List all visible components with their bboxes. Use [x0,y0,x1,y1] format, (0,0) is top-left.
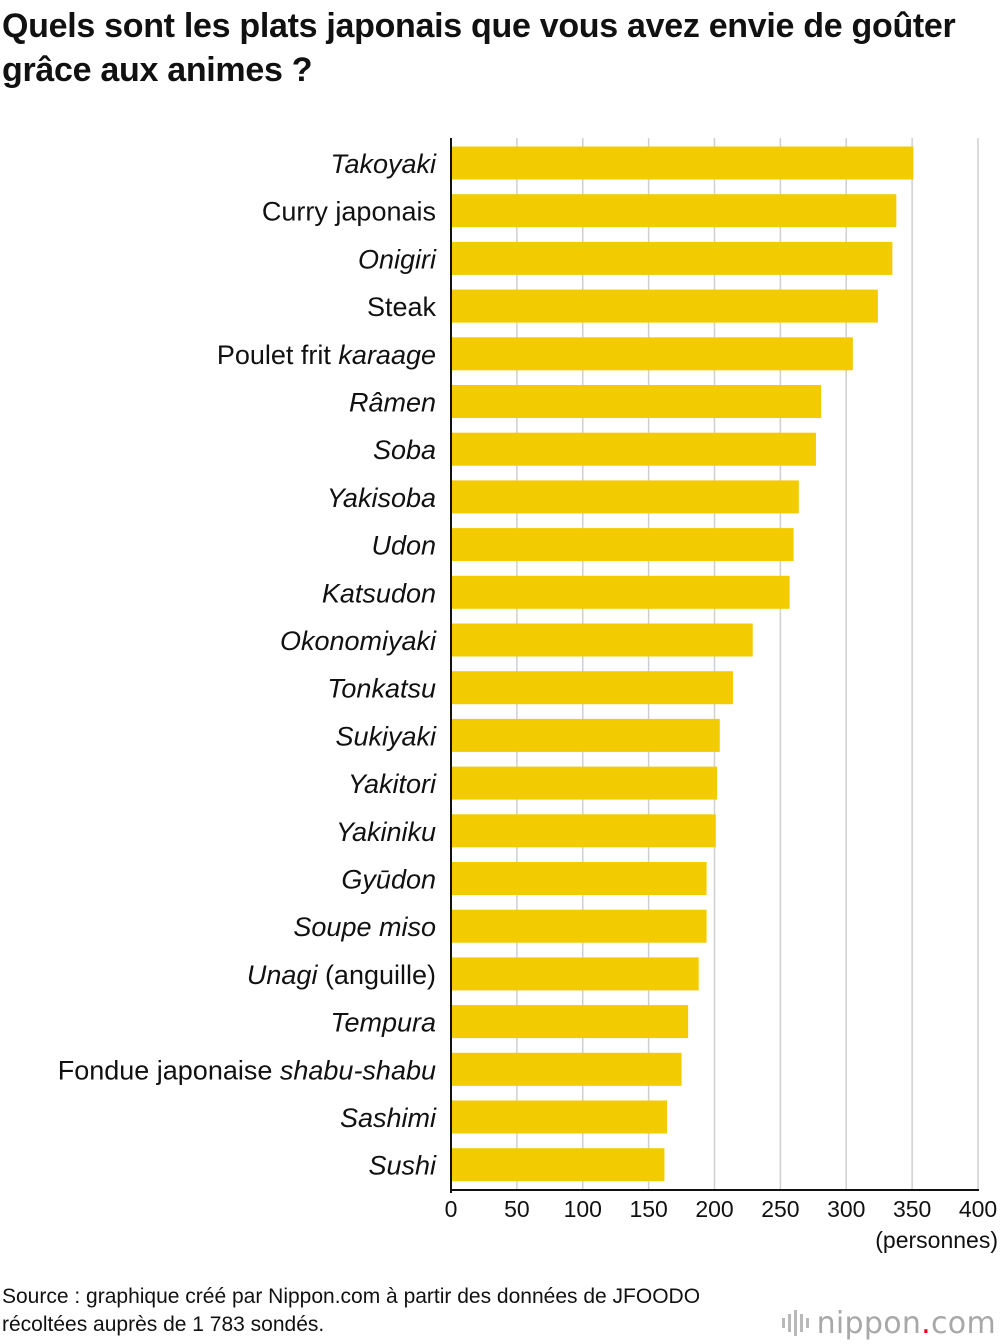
category-label-part: Okonomiyaki [280,626,437,656]
category-label: Sushi [368,1151,437,1181]
category-label: Takoyaki [330,149,437,179]
logo-text-before: nippon [816,1305,922,1341]
nippon-logo: nippon.com [781,1305,996,1341]
category-label: Udon [371,531,436,561]
logo-text: nippon.com [817,1306,996,1341]
category-label-part: Gyūdon [341,865,436,895]
category-label: Râmen [349,388,436,418]
category-label: Poulet frit karaage [217,340,436,370]
category-label: Sashimi [340,1103,437,1133]
category-label: Steak [367,292,437,322]
nippon-logo-bars-icon [781,1310,809,1336]
x-axis-unit-label: (personnes) [875,1227,998,1253]
bar [451,718,720,752]
bar-chart: Takoyaki Curry japonais Onigiri Steak Poulet… [58,138,998,1253]
category-label: Fondue japonaise shabu-shabu [58,1055,436,1085]
bar [451,146,914,180]
category-label: Onigiri [358,244,437,274]
category-label: Yakiniku [336,817,436,847]
category-label-part: Soupe miso [293,912,436,942]
bar [451,766,718,800]
x-tick-label: 250 [761,1196,799,1222]
category-label-part: Onigiri [358,244,437,274]
bar [451,575,790,609]
bar [451,194,897,228]
category-label-part: Tempura [330,1008,436,1038]
category-label-part: (anguille) [317,960,436,990]
bar [451,337,853,371]
x-tick-label: 50 [504,1196,530,1222]
category-label-part: Sushi [368,1151,437,1181]
x-tick-label: 100 [564,1196,602,1222]
bar [451,1052,682,1086]
category-label-part: Yakiniku [336,817,436,847]
category-label-part: shabu-shabu [280,1055,436,1085]
bars [451,146,914,1182]
logo-dot: . [921,1305,932,1341]
bar [451,289,878,323]
category-label: Tempura [330,1008,436,1038]
category-label-part: Steak [367,292,437,322]
category-label-part: Tonkatsu [327,674,436,704]
bar [451,862,707,895]
category-label-part: Yakisoba [327,483,436,513]
bar [451,1148,665,1182]
category-label-part: Poulet frit [217,340,339,370]
category-label: Yakisoba [327,483,436,513]
category-label-part: karaage [338,340,436,370]
bar [451,909,707,943]
source-note: Source : graphique créé par Nippon.com à… [2,1285,701,1336]
bar [451,623,753,657]
x-tick-label: 300 [827,1196,865,1222]
category-label-part: Râmen [349,388,436,418]
category-label-part: Katsudon [322,578,436,608]
category-labels: Takoyaki Curry japonais Onigiri Steak Poulet… [58,149,437,1181]
axes [450,138,979,1193]
category-label-part: Soba [373,435,436,465]
bar [451,814,716,848]
category-label: Sukiyaki [335,721,437,751]
bar [451,241,893,275]
category-label-part: Takoyaki [330,149,437,179]
category-label: Soupe miso [293,912,436,942]
chart-title: Quels sont les plats japonais que vous a… [2,7,956,89]
x-tick-label: 350 [893,1196,931,1222]
category-label-part: Yakitori [348,769,437,799]
bar [451,432,816,466]
category-label: Gyūdon [341,865,436,895]
bar [451,1005,689,1039]
category-label-part: Udon [371,531,436,561]
category-label: Yakitori [348,769,437,799]
x-tick-label: 400 [959,1196,997,1222]
category-label: Katsudon [322,578,436,608]
category-label-part: Curry japonais [262,197,436,227]
bar [451,957,699,991]
x-tick-label: 0 [445,1196,458,1222]
category-label: Soba [373,435,436,465]
category-label-part: Sukiyaki [335,721,437,751]
x-tick-label: 150 [629,1196,667,1222]
category-label-part: Fondue japonaise [58,1055,280,1085]
category-label: Tonkatsu [327,674,436,704]
category-label-part: Unagi [247,960,319,990]
category-label: Curry japonais [262,197,436,227]
bar [451,1100,668,1134]
category-label-part: Sashimi [340,1103,437,1133]
bar [451,528,794,562]
category-label: Okonomiyaki [280,626,437,656]
category-label: Unagi (anguille) [247,960,436,990]
bar [451,671,733,705]
tick-labels: 0 50 100 150 200 250 300 350 400 [445,1196,998,1222]
x-tick-label: 200 [695,1196,733,1222]
bar [451,480,799,514]
bar [451,385,822,418]
logo-text-after: com [931,1305,996,1341]
